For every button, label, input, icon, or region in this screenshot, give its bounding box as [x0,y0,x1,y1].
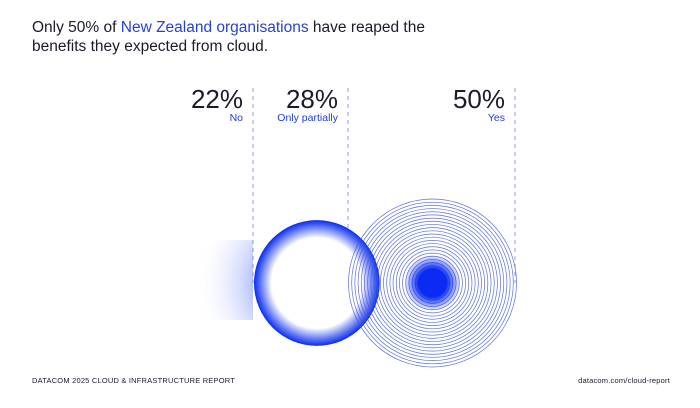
title-prefix: Only 50% of [32,19,121,36]
bubble-yes-ring [383,233,482,333]
category-label-2: Only partially [277,112,338,124]
footer-link[interactable]: datacom.com/cloud-report [578,376,670,385]
category-label-3: Yes [488,112,505,124]
bubble-yes-ring [402,252,463,314]
title-highlight: New Zealand organisations [120,19,309,36]
bubble-yes-ring [376,227,489,339]
bubble-yes-ring [354,205,511,361]
bubble-yes-ring [392,243,473,323]
title-suffix: have reaped the benefits they expected f… [32,19,425,55]
value-labels: 22%No 28%Only partially 50%Yes [191,84,505,124]
value-label-3: 50% [453,84,505,114]
bubble-yes-ring [373,224,492,342]
category-label-1: No [230,112,244,124]
bubble-yes-ring [367,217,498,349]
bubble-no [194,240,253,320]
bubble-yes-ring [357,208,508,358]
bubble-yes-ring [379,230,486,336]
chart-title: Only 50% of New Zealand organisations ha… [32,18,452,56]
value-label-1: 22% [191,84,243,114]
bubble-yes-ring [370,220,495,346]
bubble-yes-ring [399,249,466,317]
bubble-yes-ring [348,198,517,368]
bubble-yes-ring [360,211,505,355]
bubble-yes-ring [389,240,476,326]
bubble-yes [348,198,517,368]
bubble-only-partially [253,220,380,346]
bubble-yes-core [404,255,461,311]
bubble-yes-ring [386,236,479,330]
bubbles [194,198,517,368]
bubble-yes-ring [364,214,501,352]
bubble-yes-ring [395,246,470,320]
value-label-2: 28% [286,84,338,114]
footer-report-name: DATACOM 2025 CLOUD & INFRASTRUCTURE REPO… [32,376,236,385]
bubble-yes-ring [351,201,514,365]
